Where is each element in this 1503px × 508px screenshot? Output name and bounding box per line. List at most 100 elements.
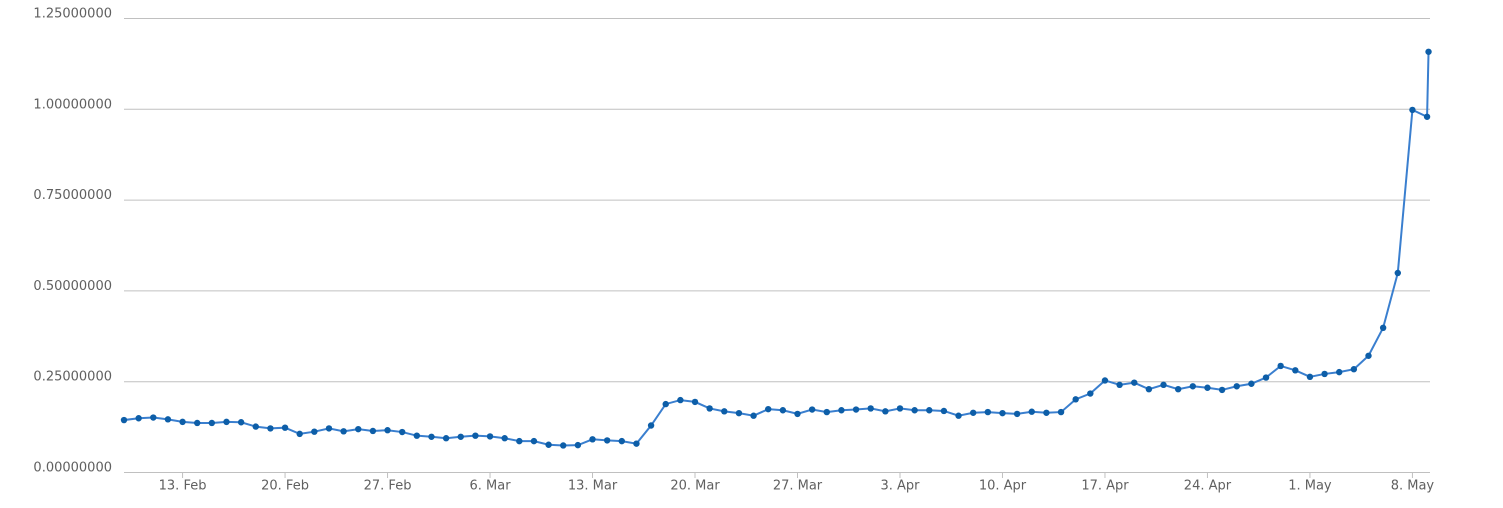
point [1204,384,1211,391]
point [413,432,421,439]
point [369,427,377,435]
point [1336,368,1343,376]
point [603,437,611,444]
point [765,405,772,413]
point [223,418,230,426]
point [574,441,582,449]
point [896,405,904,412]
point [662,400,669,408]
point [838,407,845,414]
point [472,432,479,439]
point [1277,362,1284,370]
point [296,430,303,438]
point [926,407,933,414]
point [1379,324,1387,332]
point [560,442,567,449]
point [633,440,640,447]
y-tick-label: 1.00000000 [33,97,112,112]
point [516,437,523,445]
point [647,422,655,429]
point [428,433,435,440]
point [1292,367,1299,374]
point [1116,381,1123,389]
x-tick-label: 27. Mar [773,479,823,494]
point [867,405,874,412]
point [340,428,347,435]
point [545,441,552,448]
point [442,435,450,442]
x-tick-label: 8. May [1391,479,1435,494]
point [1043,409,1050,416]
point [735,409,743,417]
point [1423,113,1431,120]
point [955,412,962,419]
point [882,408,889,415]
point [398,428,406,436]
y-tick-label: 0.00000000 [33,461,112,476]
point [311,428,318,435]
point [706,405,713,412]
point [911,407,918,414]
point [267,425,274,432]
point [1409,106,1416,114]
point [1248,380,1255,387]
point [940,407,948,415]
point [808,406,816,413]
point [384,427,391,434]
point [150,414,157,421]
point [457,433,464,440]
point [721,408,728,415]
point [1350,366,1358,373]
point [120,416,128,424]
y-tick-label: 0.50000000 [33,279,112,294]
x-tick-label: 13. Mar [568,479,618,494]
point [1306,373,1314,381]
x-tick-label: 24. Apr [1184,479,1232,494]
point [237,419,245,426]
y-tick-label: 1.25000000 [33,7,112,22]
x-tick-label: 1. May [1288,479,1332,494]
point [486,433,494,440]
x-tick-label: 3. Apr [880,479,920,494]
series-line [123,51,1430,447]
point [589,436,596,443]
point [252,423,259,430]
point [1233,383,1240,390]
point [1425,48,1432,55]
point [530,437,538,445]
point [1145,385,1153,393]
point [194,419,201,427]
point [1101,377,1109,384]
x-tick-label: 10. Apr [979,479,1027,494]
point [779,407,787,414]
point [164,416,172,423]
point [179,418,186,426]
point [677,396,684,404]
point [1321,370,1328,378]
x-tick-label: 20. Mar [670,479,720,494]
x-tick-label: 27. Feb [364,479,412,494]
point [1072,396,1079,403]
point [823,408,830,416]
x-tick-label: 20. Feb [261,479,309,494]
point [691,398,699,406]
point [501,435,508,442]
point [1189,383,1197,390]
point [1087,390,1094,397]
point [1160,381,1167,389]
point [1365,352,1372,359]
point [1057,408,1065,416]
point [135,415,142,422]
x-tick-label: 17. Apr [1081,479,1129,494]
point [1262,374,1270,381]
point [984,408,992,416]
point [281,424,289,431]
point [1013,410,1021,418]
point [969,409,977,416]
point [750,412,757,419]
point [999,409,1006,417]
x-tick-label: 6. Mar [469,479,511,494]
point [325,425,333,432]
x-tick-label: 13. Feb [159,479,207,494]
